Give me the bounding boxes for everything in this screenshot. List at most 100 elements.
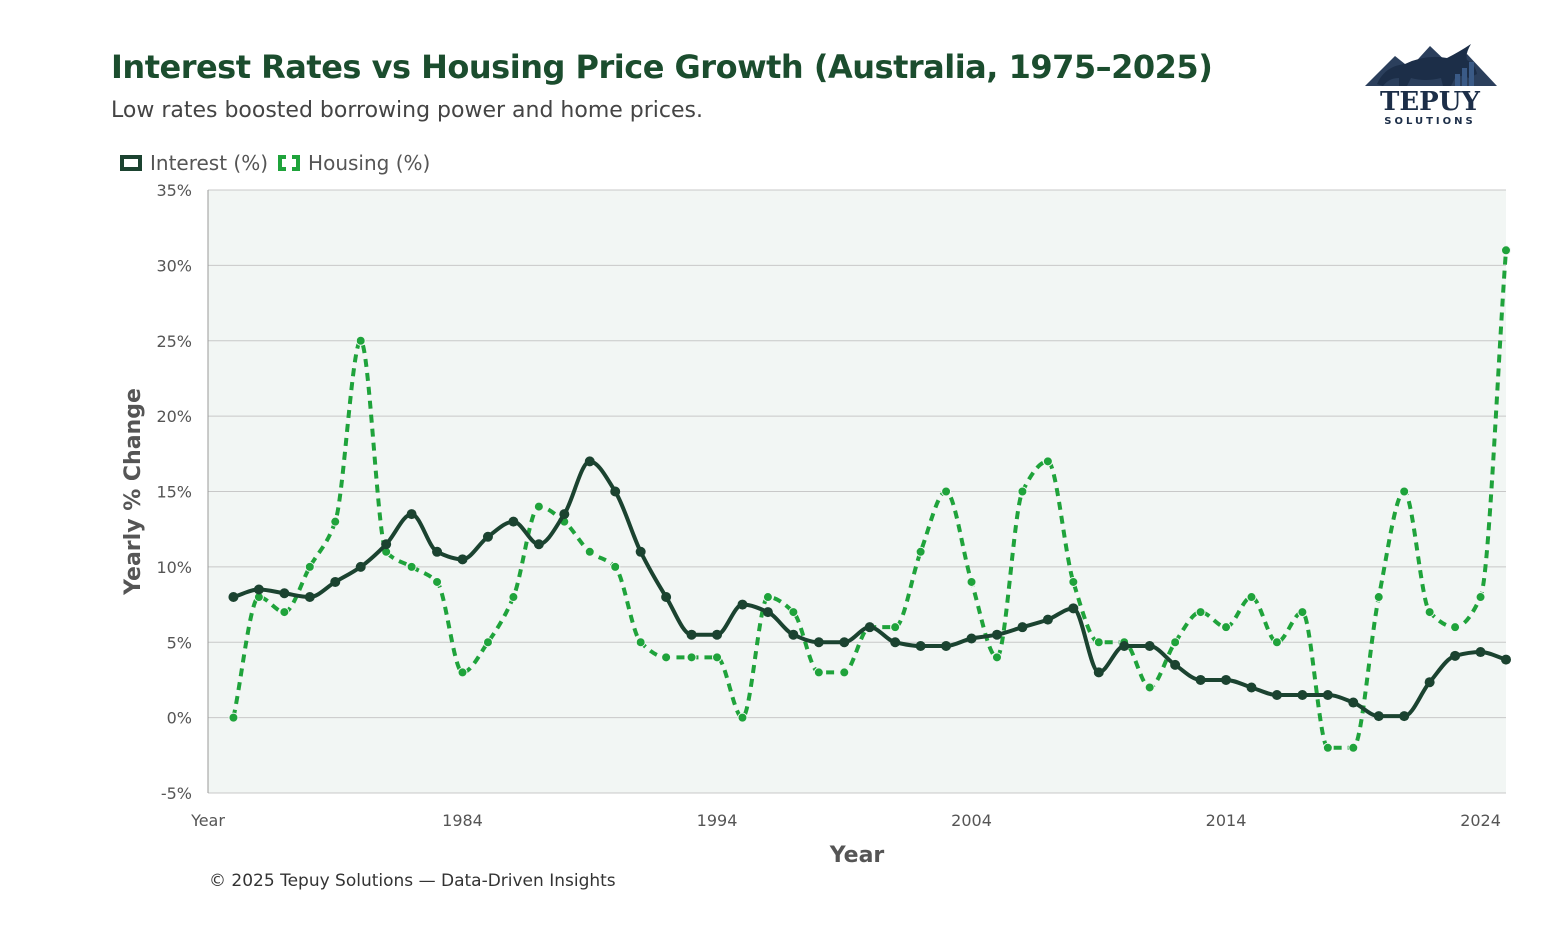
data-point-housing[interactable] — [1093, 637, 1104, 648]
data-point-interest[interactable] — [406, 509, 417, 520]
data-point-housing[interactable] — [991, 652, 1002, 663]
data-point-housing[interactable] — [482, 637, 493, 648]
data-point-interest[interactable] — [228, 592, 239, 603]
data-point-interest[interactable] — [737, 599, 748, 610]
data-point-interest[interactable] — [584, 456, 595, 467]
data-point-interest[interactable] — [1017, 622, 1028, 633]
data-point-interest[interactable] — [1195, 674, 1206, 685]
data-point-housing[interactable] — [406, 561, 417, 572]
data-point-interest[interactable] — [533, 539, 544, 550]
legend-item-interest[interactable]: Interest (%) — [120, 151, 268, 175]
data-point-interest[interactable] — [381, 539, 392, 550]
data-point-housing[interactable] — [1017, 486, 1028, 497]
data-point-housing[interactable] — [762, 592, 773, 603]
data-point-interest[interactable] — [1093, 667, 1104, 678]
data-point-housing[interactable] — [1424, 607, 1435, 618]
data-point-interest[interactable] — [1475, 647, 1486, 658]
data-point-interest[interactable] — [813, 637, 824, 648]
data-point-housing[interactable] — [1399, 486, 1410, 497]
data-point-interest[interactable] — [890, 637, 901, 648]
data-point-interest[interactable] — [1068, 603, 1079, 614]
data-point-interest[interactable] — [1450, 650, 1461, 661]
y-tick-label: -5% — [161, 784, 192, 803]
data-point-housing[interactable] — [1475, 592, 1486, 603]
data-point-housing[interactable] — [1144, 682, 1155, 693]
data-point-interest[interactable] — [1170, 659, 1181, 670]
data-point-interest[interactable] — [788, 629, 799, 640]
data-point-housing[interactable] — [457, 667, 468, 678]
data-point-interest[interactable] — [432, 546, 443, 557]
data-point-housing[interactable] — [432, 576, 443, 587]
data-point-housing[interactable] — [1450, 622, 1461, 633]
data-point-housing[interactable] — [610, 561, 621, 572]
data-point-interest[interactable] — [991, 629, 1002, 640]
data-point-interest[interactable] — [941, 641, 952, 652]
data-point-interest[interactable] — [1424, 677, 1435, 688]
data-point-interest[interactable] — [330, 576, 341, 587]
data-point-housing[interactable] — [584, 546, 595, 557]
data-point-housing[interactable] — [813, 667, 824, 678]
data-point-housing[interactable] — [330, 516, 341, 527]
data-point-housing[interactable] — [686, 652, 697, 663]
data-point-housing[interactable] — [508, 592, 519, 603]
legend-item-housing[interactable]: Housing (%) — [278, 151, 430, 175]
data-point-housing[interactable] — [661, 652, 672, 663]
data-point-interest[interactable] — [457, 554, 468, 565]
data-point-interest[interactable] — [661, 592, 672, 603]
data-point-housing[interactable] — [915, 546, 926, 557]
data-point-interest[interactable] — [1373, 711, 1384, 722]
data-point-interest[interactable] — [1144, 641, 1155, 652]
data-point-housing[interactable] — [1042, 456, 1053, 467]
data-point-housing[interactable] — [1297, 607, 1308, 618]
data-point-housing[interactable] — [839, 667, 850, 678]
data-point-housing[interactable] — [890, 622, 901, 633]
data-point-interest[interactable] — [864, 622, 875, 633]
data-point-housing[interactable] — [712, 652, 723, 663]
data-point-housing[interactable] — [1322, 742, 1333, 753]
data-point-interest[interactable] — [610, 486, 621, 497]
data-point-interest[interactable] — [1221, 674, 1232, 685]
data-point-housing[interactable] — [1348, 742, 1359, 753]
data-point-interest[interactable] — [712, 629, 723, 640]
data-point-interest[interactable] — [1322, 690, 1333, 701]
data-point-housing[interactable] — [279, 607, 290, 618]
data-point-interest[interactable] — [1399, 711, 1410, 722]
data-point-interest[interactable] — [508, 516, 519, 527]
data-point-housing[interactable] — [355, 335, 366, 346]
data-point-interest[interactable] — [1119, 641, 1130, 652]
data-point-interest[interactable] — [762, 607, 773, 618]
data-point-housing[interactable] — [788, 607, 799, 618]
data-point-housing[interactable] — [533, 501, 544, 512]
data-point-interest[interactable] — [1501, 654, 1511, 665]
data-point-housing[interactable] — [1246, 592, 1257, 603]
data-point-housing[interactable] — [737, 712, 748, 723]
data-point-housing[interactable] — [1170, 637, 1181, 648]
data-point-interest[interactable] — [482, 531, 493, 542]
data-point-interest[interactable] — [1246, 682, 1257, 693]
data-point-housing[interactable] — [1195, 607, 1206, 618]
data-point-housing[interactable] — [1373, 592, 1384, 603]
data-point-housing[interactable] — [966, 576, 977, 587]
data-point-housing[interactable] — [228, 712, 239, 723]
data-point-housing[interactable] — [941, 486, 952, 497]
data-point-housing[interactable] — [1501, 245, 1511, 256]
data-point-interest[interactable] — [915, 641, 926, 652]
data-point-interest[interactable] — [355, 561, 366, 572]
data-point-interest[interactable] — [1297, 690, 1308, 701]
data-point-housing[interactable] — [635, 637, 646, 648]
data-point-housing[interactable] — [1221, 622, 1232, 633]
data-point-interest[interactable] — [304, 592, 315, 603]
data-point-interest[interactable] — [635, 546, 646, 557]
data-point-housing[interactable] — [1271, 637, 1282, 648]
data-point-interest[interactable] — [1348, 697, 1359, 708]
data-point-housing[interactable] — [304, 561, 315, 572]
data-point-interest[interactable] — [1042, 614, 1053, 625]
data-point-interest[interactable] — [559, 509, 570, 520]
data-point-interest[interactable] — [686, 629, 697, 640]
data-point-interest[interactable] — [253, 584, 264, 595]
data-point-housing[interactable] — [1068, 576, 1079, 587]
data-point-interest[interactable] — [279, 588, 290, 599]
data-point-interest[interactable] — [966, 633, 977, 644]
data-point-interest[interactable] — [1271, 690, 1282, 701]
data-point-interest[interactable] — [839, 637, 850, 648]
